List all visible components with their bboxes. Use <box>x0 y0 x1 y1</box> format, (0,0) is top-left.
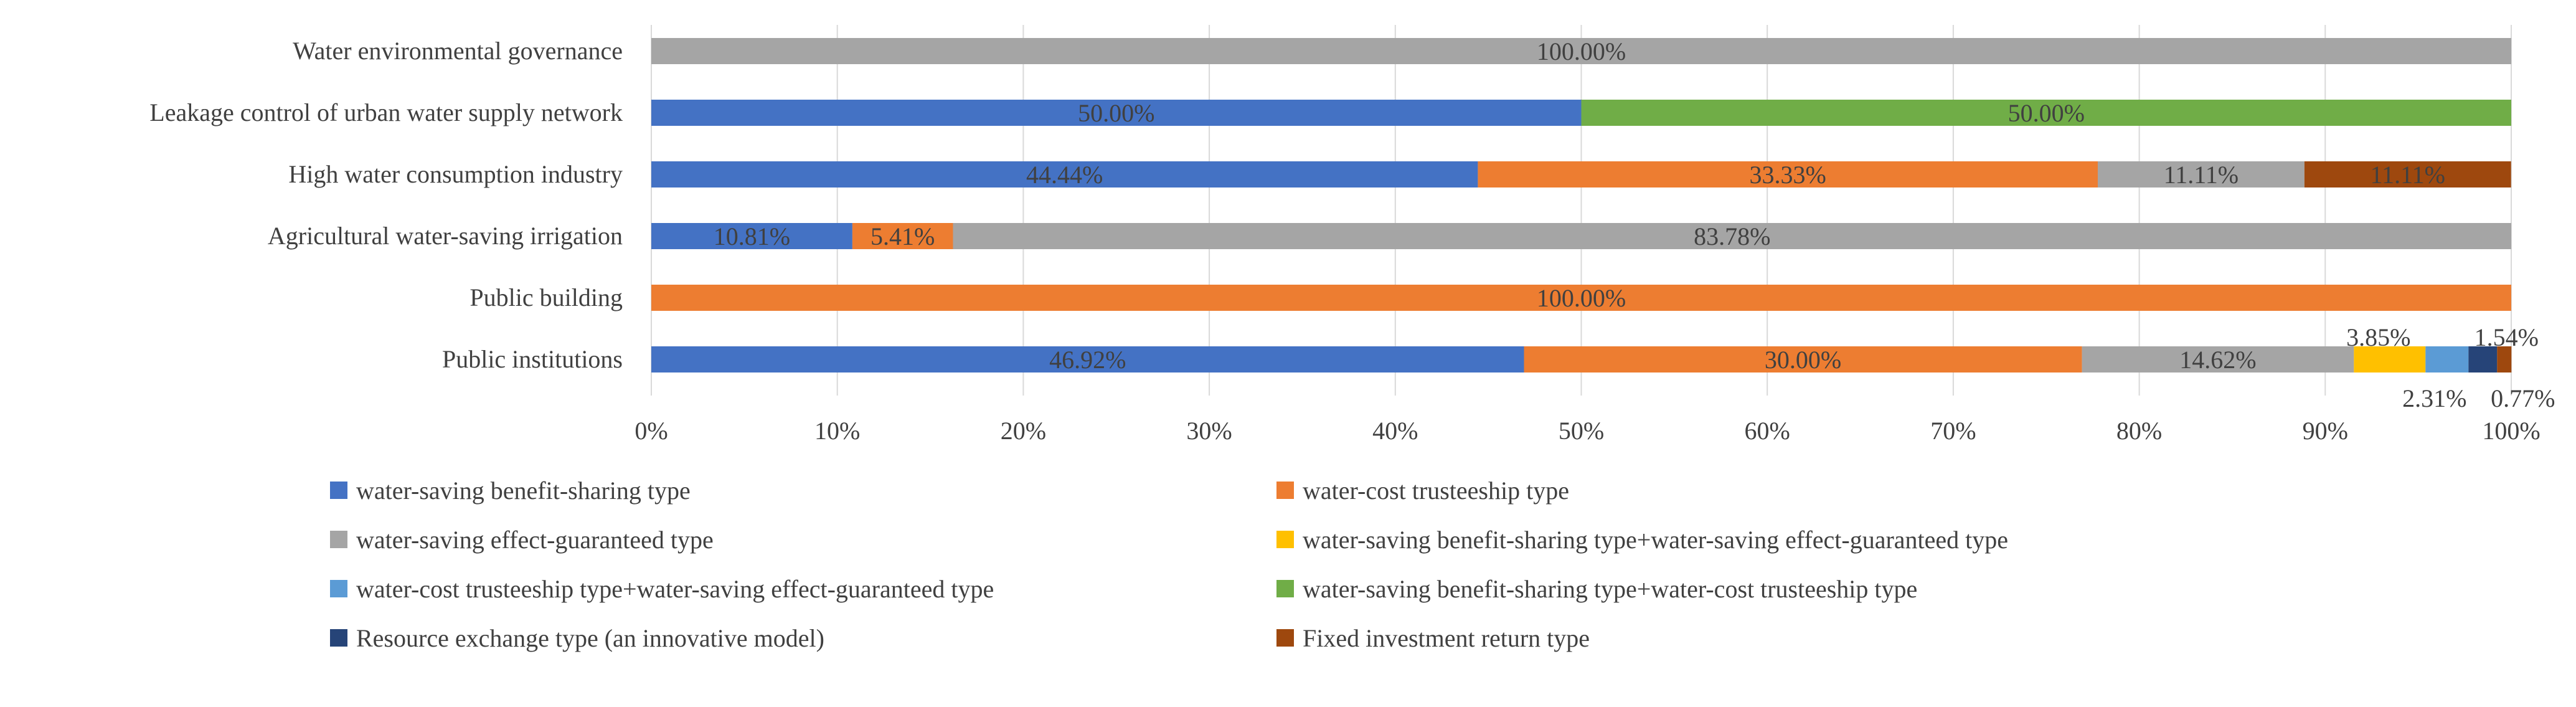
gridlines <box>651 25 2512 396</box>
x-tick-label: 0% <box>635 417 668 445</box>
bar-segment <box>2354 346 2426 372</box>
x-tick-label: 20% <box>1001 417 1046 445</box>
legend-label: Fixed investment return type <box>1303 624 1590 652</box>
category-label: Public building <box>469 283 623 311</box>
data-label: 100.00% <box>1537 284 1626 312</box>
legend-item: water-saving benefit-sharing type+water-… <box>1276 518 2522 561</box>
bars <box>651 38 2512 372</box>
bar-segment <box>651 161 1478 187</box>
category-labels: Water environmental governance Leakage co… <box>149 37 623 373</box>
data-label: 10.81% <box>714 222 790 250</box>
legend-swatch <box>1276 531 1294 548</box>
data-label: 11.11% <box>2371 161 2445 189</box>
bar-segment <box>2097 161 2305 187</box>
bar-segment <box>2497 346 2512 372</box>
bar-segment <box>852 223 953 249</box>
x-tick-label: 80% <box>2116 417 2162 445</box>
data-labels: 100.00% 50.00% 50.00% 44.44% 33.33% 11.11% 11.… <box>714 37 2555 412</box>
data-label: 5.41% <box>870 222 935 250</box>
legend-swatch <box>330 531 347 548</box>
category-label: Water environmental governance <box>293 37 623 65</box>
legend: water-saving benefit-sharing type water-… <box>330 468 2547 660</box>
x-tick-label: 100% <box>2482 417 2540 445</box>
legend-label: water-saving benefit-sharing type <box>356 476 691 505</box>
legend-label: water-saving effect-guaranteed type <box>356 525 714 554</box>
x-axis-ticks: 0% 10% 20% 30% 40% 50% 60% 70% 80% 90% 100% <box>635 417 2540 445</box>
bar-segment <box>953 223 2511 249</box>
data-label: 0.77% <box>2491 384 2555 412</box>
x-tick-label: 50% <box>1559 417 1604 445</box>
legend-label: water-saving benefit-sharing type+water-… <box>1303 525 2009 554</box>
data-label: 14.62% <box>2179 346 2256 374</box>
bar-segment <box>651 38 2511 64</box>
bar-segment <box>2082 346 2354 372</box>
legend-item: water-saving benefit-sharing type+water-… <box>1276 567 2522 610</box>
bar-segment <box>651 346 1524 372</box>
bar-segment <box>1478 161 2098 187</box>
legend-swatch <box>330 482 347 499</box>
bar-segment <box>1524 346 2082 372</box>
data-label: 2.31% <box>2402 384 2466 412</box>
x-tick-label: 60% <box>1745 417 1790 445</box>
category-label: Agricultural water-saving irrigation <box>268 222 623 250</box>
x-tick-label: 90% <box>2303 417 2348 445</box>
bar-segment <box>2304 161 2511 187</box>
legend-label: water-cost trusteeship type <box>1303 476 1569 505</box>
legend-item: water-cost trusteeship type <box>1276 468 2522 512</box>
bar-segment <box>651 285 2511 311</box>
legend-item: water-cost trusteeship type+water-saving… <box>330 567 1276 610</box>
category-label: Leakage control of urban water supply ne… <box>149 98 623 126</box>
category-label: High water consumption industry <box>288 160 623 188</box>
data-label: 11.11% <box>2164 161 2239 189</box>
x-tick-label: 70% <box>1930 417 1976 445</box>
bar-segment <box>2468 346 2498 372</box>
data-label: 46.92% <box>1049 346 1126 374</box>
data-label: 33.33% <box>1750 161 1826 189</box>
data-label: 3.85% <box>2346 323 2410 351</box>
bar-segment <box>2425 346 2469 372</box>
legend-swatch <box>1276 482 1294 499</box>
legend-item: water-saving effect-guaranteed type <box>330 518 1276 561</box>
data-label: 83.78% <box>1694 222 1770 250</box>
legend-swatch <box>1276 629 1294 647</box>
legend-swatch <box>330 629 347 647</box>
bar-segment <box>651 223 852 249</box>
legend-item: Resource exchange type (an innovative mo… <box>330 616 1276 660</box>
data-label: 1.54% <box>2475 323 2539 351</box>
category-label: Public institutions <box>442 345 623 373</box>
data-label: 50.00% <box>2008 99 2085 127</box>
data-label: 44.44% <box>1026 161 1103 189</box>
legend-item: water-saving benefit-sharing type <box>330 468 1276 512</box>
legend-swatch <box>330 580 347 597</box>
bar-segment <box>651 100 1582 126</box>
x-tick-label: 40% <box>1372 417 1418 445</box>
data-label: 30.00% <box>1765 346 1841 374</box>
legend-label: Resource exchange type (an innovative mo… <box>356 624 824 652</box>
legend-label: water-saving benefit-sharing type+water-… <box>1303 574 1918 603</box>
legend-label: water-cost trusteeship type+water-saving… <box>356 574 994 603</box>
stacked-bar-chart: Water environmental governance Leakage co… <box>149 25 2555 445</box>
x-tick-label: 30% <box>1186 417 1232 445</box>
x-tick-label: 10% <box>814 417 860 445</box>
data-label: 50.00% <box>1078 99 1154 127</box>
legend-item: Fixed investment return type <box>1276 616 2522 660</box>
legend-swatch <box>1276 580 1294 597</box>
data-label: 100.00% <box>1537 37 1626 65</box>
bar-segment <box>1581 100 2511 126</box>
